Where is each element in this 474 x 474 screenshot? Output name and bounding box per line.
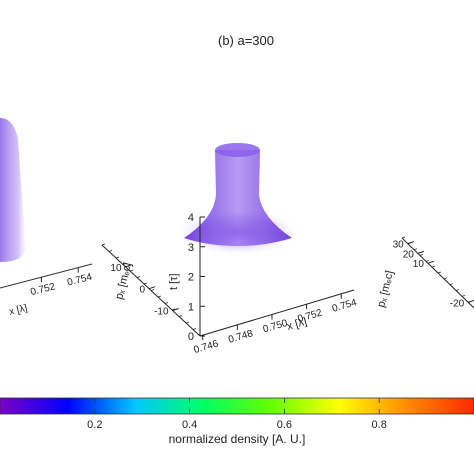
right-p-tick-mark — [427, 260, 435, 264]
left-x-axis-label: x [λ] — [8, 303, 29, 318]
p-minor-tick — [108, 250, 113, 252]
right-p-minor-tick — [467, 300, 472, 303]
colorbar-strip — [0, 397, 474, 415]
left-x-axis-line — [0, 263, 93, 289]
p-minor-tick — [129, 269, 134, 272]
p-minor-tick — [150, 289, 155, 291]
right-p-minor-tick — [401, 236, 406, 239]
right-p-tick-label: 30 — [393, 240, 405, 251]
colorbar-tick-label: 0.8 — [372, 419, 387, 431]
p-axis-ticks: -10 0 10 — [101, 243, 204, 337]
right-p-minor-tick — [449, 283, 454, 285]
left-panel: 0.752 0.754 x [λ] — [0, 118, 94, 318]
p-minor-tick — [199, 334, 204, 337]
p-minor-tick — [164, 302, 169, 304]
right-p-minor-tick — [437, 271, 442, 274]
t-tick-label: 2 — [188, 272, 194, 284]
t-tick-label: 0 — [188, 331, 194, 343]
p-tick-label: 0 — [139, 285, 145, 296]
p-minor-tick — [143, 282, 148, 285]
t-tick-label: 4 — [188, 212, 194, 224]
p-minor-tick — [122, 263, 127, 265]
x-axis-line — [199, 289, 355, 337]
colorbar-tick-label: 0.4 — [182, 419, 197, 431]
p-minor-tick — [101, 243, 106, 246]
right-p-minor-tick — [443, 277, 448, 280]
p-minor-tick — [171, 308, 176, 311]
x-tick-label: 0.748 — [227, 328, 255, 346]
p-tick-mark — [125, 264, 132, 268]
p-minor-tick — [192, 328, 197, 330]
x-axis-label: x [λ] — [286, 316, 309, 333]
colorbar-tick-label: 0.6 — [277, 419, 292, 431]
right-p-axis-label: pₓ [mₑc] — [375, 269, 396, 308]
right-p-minor-tick — [413, 248, 418, 250]
t-tick-label: 1 — [188, 301, 194, 313]
x-tick-label: 0.754 — [331, 297, 359, 315]
funnel-density-surface — [184, 150, 292, 246]
p-minor-tick — [136, 276, 141, 278]
colorbar: 0.2 0.4 0.6 0.8 normalized density [A. U.] — [0, 397, 474, 446]
right-p-tick-mark — [417, 250, 424, 254]
left-x-tick-label: 0.754 — [66, 272, 93, 289]
right-p-tick-label: -20 — [450, 298, 465, 309]
right-p-minor-tick — [455, 289, 460, 291]
colorbar-tick-label: 0.2 — [87, 419, 102, 431]
right-p-tick-label: 10 — [413, 259, 425, 270]
p-minor-tick — [178, 315, 183, 317]
p-tick-mark — [148, 286, 156, 290]
funnel-top-rim — [215, 143, 260, 157]
colorbar-ticks: 0.2 0.4 0.6 0.8 — [87, 398, 387, 431]
p-tick-label: -10 — [154, 307, 169, 318]
colorbar-label: normalized density [A. U.] — [169, 432, 306, 446]
right-p-minor-tick — [419, 254, 424, 256]
right-p-tick-label: 20 — [403, 249, 415, 260]
t-tick-label: 3 — [188, 242, 194, 254]
p-tick-label: 10 — [110, 263, 122, 274]
chart-title: (b) a=300 — [218, 33, 274, 48]
t-axis-label: t [τ] — [168, 273, 180, 290]
p-minor-tick — [185, 321, 190, 324]
right-p-minor-tick — [431, 265, 436, 268]
x-tick-label: 0.746 — [193, 338, 221, 356]
p-minor-tick — [115, 256, 120, 259]
p-minor-tick — [157, 295, 162, 298]
right-p-minor-tick — [425, 260, 430, 262]
right-p-minor-tick — [461, 295, 466, 297]
p-tick-mark — [172, 308, 179, 311]
left-density-cloud — [0, 118, 26, 262]
left-x-tick-label: 0.752 — [29, 281, 56, 298]
right-p-minor-tick — [407, 242, 412, 245]
